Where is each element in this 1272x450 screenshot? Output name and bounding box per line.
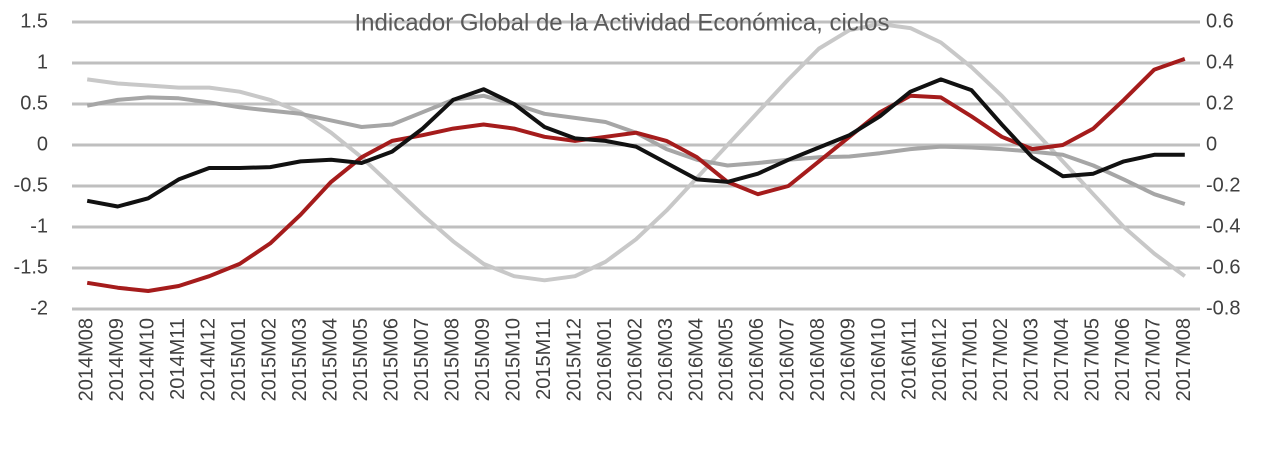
y2-tick-label: 0.4: [1206, 51, 1234, 73]
x-tick-label: 2017M06: [1112, 318, 1134, 401]
x-tick-label: 2016M12: [929, 318, 951, 401]
x-tick-label: 2016M02: [624, 318, 646, 401]
series-line: [86, 93, 1186, 206]
series-line: [86, 22, 1186, 283]
x-tick-label: 2016M09: [838, 318, 860, 401]
x-tick-label: 2017M08: [1173, 318, 1195, 401]
x-tick-label: 2014M08: [76, 318, 98, 401]
x-tick-label: 2015M06: [380, 318, 402, 401]
x-tick-label: 2014M12: [197, 318, 219, 401]
y2-tick-label: 0.2: [1206, 92, 1234, 114]
x-tick-label: 2015M05: [350, 318, 372, 401]
x-tick-label: 2015M08: [441, 318, 463, 401]
grid: [72, 20, 1200, 311]
lines: [86, 22, 1186, 293]
y2-tick-label: 0: [1206, 133, 1217, 155]
y-tick-label: 1.5: [20, 10, 48, 32]
x-tick-label: 2016M03: [655, 318, 677, 401]
y-tick-label: 1: [37, 51, 48, 73]
x-tick-label: 2016M01: [594, 318, 616, 401]
x-tick-label: 2015M03: [289, 318, 311, 401]
y-tick-label: 0.5: [20, 92, 48, 114]
x-tick-label: 2017M02: [990, 318, 1012, 401]
y-tick-label: -1.5: [14, 256, 48, 278]
x-tick-label: 2017M05: [1082, 318, 1104, 401]
x-tick-label: 2015M07: [411, 318, 433, 401]
series-line: [86, 77, 1185, 209]
y-tick-label: 0: [37, 133, 48, 155]
y-tick-label: -2: [30, 297, 48, 319]
y2-tick-label: 0.6: [1206, 10, 1234, 32]
x-tick-label: 2017M01: [960, 318, 982, 401]
x-tick-label: 2016M04: [685, 318, 707, 401]
y-tick-label: -1: [30, 215, 48, 237]
x-tick-label: 2016M11: [899, 318, 921, 400]
y-tick-label: -0.5: [14, 174, 48, 196]
y2-tick-label: -0.4: [1206, 215, 1240, 237]
y2-tick-label: -0.6: [1206, 256, 1240, 278]
y2-tick-label: -0.8: [1206, 297, 1240, 319]
x-tick-label: 2016M08: [807, 318, 829, 401]
x-tick-label: 2015M10: [502, 318, 524, 401]
x-tick-label: 2014M09: [106, 318, 128, 401]
x-tick-label: 2015M01: [228, 318, 250, 401]
x-tick-label: 2017M07: [1143, 318, 1165, 401]
x-tick-label: 2014M10: [136, 318, 158, 401]
x-tick-label: 2014M11: [167, 318, 189, 400]
x-tick-label: 2015M11: [533, 318, 555, 400]
x-tick-label: 2015M02: [258, 318, 280, 401]
y2-tick-label: -0.2: [1206, 174, 1240, 196]
x-tick-label: 2015M09: [472, 318, 494, 401]
x-tick-label: 2016M10: [868, 318, 890, 401]
x-tick-label: 2016M07: [777, 318, 799, 401]
chart-title: Indicador Global de la Actividad Económi…: [355, 9, 890, 36]
series-line: [86, 57, 1186, 293]
x-tick-label: 2016M06: [746, 318, 768, 401]
x-tick-label: 2015M04: [319, 318, 341, 401]
x-tick-label: 2016M05: [716, 318, 738, 401]
x-tick-label: 2017M04: [1051, 318, 1073, 401]
x-tick-label: 2017M03: [1021, 318, 1043, 401]
x-tick-label: 2015M12: [563, 318, 585, 401]
